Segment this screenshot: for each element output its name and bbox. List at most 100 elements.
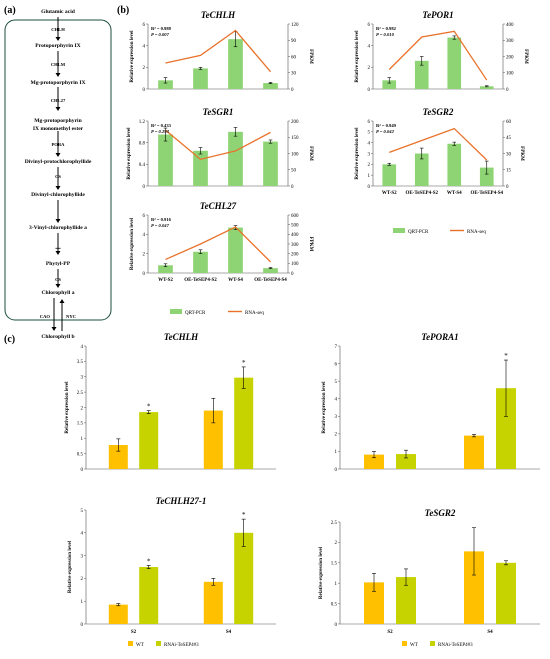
- legend-c-left-wt-label: WT: [136, 643, 144, 648]
- legend-c-right-rnai-swatch: [430, 641, 435, 646]
- y-tick-label: 1.5: [331, 562, 338, 567]
- pathway-arrowhead: [55, 37, 61, 41]
- y-axis-label: Relative expression level: [127, 127, 132, 180]
- y-axis-label: Relative expression level: [65, 381, 70, 434]
- line-rnaseq: [389, 127, 488, 161]
- y-axis-label: Relative expression level: [130, 30, 135, 83]
- bar-rnai-tesep4-3-s2: [396, 454, 416, 469]
- bar-qpcr-oe-tesep4-s2: [193, 68, 208, 89]
- panel-label-c: (c): [4, 334, 15, 345]
- legend-c-right-wt-label: WT: [410, 643, 418, 648]
- y2-tick-label: 100: [506, 72, 514, 77]
- y-tick-label: 5: [81, 509, 84, 514]
- y-tick-label: 0: [368, 88, 371, 93]
- line-rnaseq: [165, 226, 271, 263]
- y2-tick-label: 30: [506, 152, 512, 157]
- legend-c-right-rnai-label: RNAi-TeSEP4#3: [438, 643, 473, 648]
- chart-b-tesgr1: TeSGR1 0 0.4 0.8 1.2 Relative expression leve…: [127, 107, 313, 190]
- x-tick-label: S4: [226, 630, 232, 635]
- y-axis-label: Relative expression level: [68, 540, 73, 593]
- y-tick-label: 3: [81, 376, 84, 381]
- y-axis-label: Relative expression level: [355, 127, 360, 180]
- y-tick-label: 3: [335, 415, 338, 420]
- pathway-arrowhead: [51, 327, 57, 331]
- y-tick-label: 1.5: [77, 422, 84, 427]
- y-tick-label: 1: [81, 600, 84, 605]
- legend-b2-rnaseq-label: RNA-seq: [245, 311, 264, 316]
- y2-tick-label: 100: [291, 262, 299, 267]
- bar-qpcr-wt-s2: [382, 80, 397, 89]
- x-tick-label: OE-TeSEP4-S2: [405, 191, 438, 196]
- legend-b2-qpcr-swatch: [170, 309, 182, 314]
- y2-tick-label: 600: [291, 214, 299, 219]
- y-tick-label: 2: [368, 66, 371, 71]
- pathway-arrowhead: [55, 107, 61, 111]
- legend-c-left-rnai-label: RNAi-TeSEP4#3: [164, 643, 199, 648]
- legend-c-right: WT RNAi-TeSEP4#3: [402, 641, 473, 648]
- chart-title: TeCHLH: [201, 10, 236, 20]
- x-tick-label: WT-S4: [447, 191, 462, 196]
- y-tick-label: 7: [335, 345, 338, 350]
- legend-c-left-rnai-swatch: [156, 641, 161, 646]
- r-squared-label: R² = 0.988: [151, 26, 172, 31]
- chart-title: TeSGR2: [423, 107, 454, 117]
- y2-tick-label: 45: [506, 136, 512, 141]
- bar-qpcr-wt-s2: [158, 265, 173, 273]
- pathway-arrowhead: [59, 299, 65, 303]
- pathway-arrowhead: [55, 219, 61, 223]
- pathway-enzyme-cao: CAO: [40, 314, 51, 319]
- bar-qpcr-wt-s2: [382, 164, 397, 186]
- y2-tick-label: 0: [291, 272, 294, 277]
- bar-wt-s2: [364, 582, 384, 624]
- y2-axis-label: FPKM: [308, 49, 313, 64]
- bar-qpcr-oe-tesep4-s2: [193, 150, 208, 186]
- chart-c-tesgr2: TeSGR2 0 0.5 1 1.5 2 2.5 Relative expression le…: [319, 508, 540, 635]
- pathway-arrowhead: [55, 186, 61, 190]
- bar-qpcr-oe-tesep4-s4: [263, 268, 278, 273]
- y-tick-label: 6: [368, 23, 371, 28]
- y-tick-label: 4: [335, 398, 338, 403]
- x-tick-label: S4: [487, 630, 493, 635]
- y-tick-label: 2: [368, 163, 371, 168]
- y-tick-label: 1.2: [139, 120, 146, 125]
- significance-star: *: [504, 352, 508, 360]
- bar-qpcr-oe-tesep4-s2: [414, 60, 429, 89]
- y-tick-label: 4: [143, 233, 146, 238]
- pathway-step-chlorophyll-a: Chlorophyll a: [41, 290, 74, 296]
- pathway-step-3-vinyl-chlorophyllide-a: 3-Vinyl-chlorophyllide a: [29, 225, 87, 231]
- bar-qpcr-wt-s2: [158, 80, 173, 89]
- y-tick-label: 4: [143, 44, 146, 49]
- y-tick-label: 2: [81, 406, 84, 411]
- significance-star: *: [147, 403, 151, 411]
- line-rnaseq: [165, 129, 271, 161]
- y2-tick-label: 300: [506, 39, 514, 44]
- legend-b-rnaseq-label: RNA-seq: [467, 230, 486, 235]
- chart-title: TeCHL27: [200, 201, 237, 211]
- bar-wt-s2: [108, 445, 128, 469]
- significance-star: *: [242, 511, 246, 519]
- y2-axis-label: FPKM: [308, 146, 313, 161]
- y-tick-label: 0: [143, 272, 146, 277]
- y2-tick-label: 200: [506, 55, 514, 60]
- legend-c-left-wt-swatch: [128, 641, 133, 646]
- pathway-enzyme-pora: PORA: [51, 142, 65, 147]
- pathway-step-divinyl-protochlorophyllide: Divinyl-protochlorophyllide: [25, 159, 92, 165]
- y-tick-label: 4: [368, 44, 371, 49]
- y-tick-label: 0.8: [139, 141, 146, 146]
- y-tick-label: 0: [81, 623, 84, 628]
- bar-wt-s4: [464, 435, 484, 469]
- bar-rnai-tesep4-3-s2: [396, 577, 416, 624]
- p-value-label: P = 0.010: [376, 32, 395, 37]
- y-tick-label: 3: [368, 152, 371, 157]
- y-tick-label: 6: [368, 120, 371, 125]
- pathway-plus: +: [55, 243, 61, 255]
- legend-b-qpcr-label: QRT-PCR: [408, 230, 429, 235]
- bar-qpcr-wt-s4: [228, 39, 243, 89]
- bar-wt-s4: [203, 410, 223, 469]
- y-tick-label: 0: [143, 185, 146, 190]
- y2-tick-label: 150: [291, 136, 299, 141]
- y2-tick-label: 0: [506, 88, 509, 93]
- y2-tick-label: 200: [291, 120, 299, 125]
- pathway-step-divinyl-chlorophyllide: Divinyl-chlorophyllide: [31, 192, 85, 198]
